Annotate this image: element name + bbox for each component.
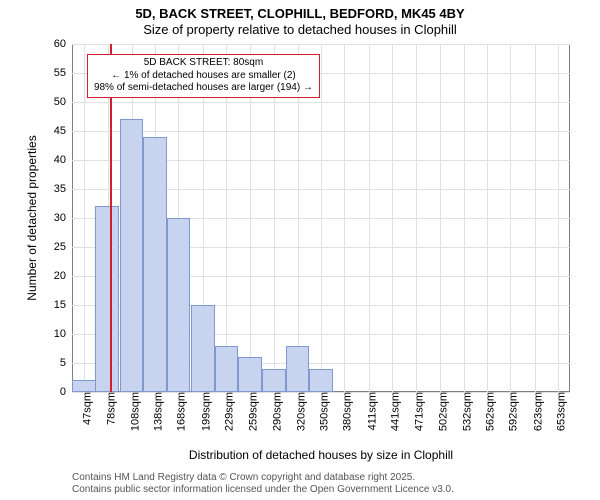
xtick-label: 502sqm <box>434 392 450 431</box>
ytick-label: 5 <box>60 357 72 369</box>
xtick-label: 350sqm <box>315 392 331 431</box>
footer-attribution: Contains HM Land Registry data © Crown c… <box>72 472 454 496</box>
xtick-label: 623sqm <box>528 392 544 431</box>
gridline-v <box>416 44 417 392</box>
xtick-label: 562sqm <box>481 392 497 431</box>
gridline-v <box>344 44 345 392</box>
histogram-bar <box>238 357 262 392</box>
ytick-label: 55 <box>54 67 72 79</box>
histogram-bar <box>286 346 310 392</box>
xtick-label: 47sqm <box>77 392 93 425</box>
gridline-v <box>535 44 536 392</box>
xtick-label: 168sqm <box>172 392 188 431</box>
histogram-bar <box>191 305 215 392</box>
ytick-label: 0 <box>60 386 72 398</box>
gridline-v <box>321 44 322 392</box>
xtick-label: 108sqm <box>125 392 141 431</box>
annotation-box: 5D BACK STREET: 80sqm← 1% of detached ho… <box>87 54 320 98</box>
xtick-label: 380sqm <box>338 392 354 431</box>
xtick-label: 138sqm <box>149 392 165 431</box>
gridline-v <box>392 44 393 392</box>
ytick-label: 35 <box>54 183 72 195</box>
histogram-bar <box>95 206 119 392</box>
annotation-line1: 5D BACK STREET: 80sqm <box>94 57 313 70</box>
y-axis-label: Number of detached properties <box>25 135 39 300</box>
histogram-bar <box>262 369 286 392</box>
xtick-label: 78sqm <box>102 392 118 425</box>
chart-title-line1: 5D, BACK STREET, CLOPHILL, BEDFORD, MK45… <box>0 6 600 21</box>
chart-title-line2: Size of property relative to detached ho… <box>0 22 600 37</box>
ytick-label: 40 <box>54 154 72 166</box>
ytick-label: 50 <box>54 96 72 108</box>
gridline-v <box>369 44 370 392</box>
chart-plot-area: 05101520253035404550556047sqm78sqm108sqm… <box>72 44 570 392</box>
xtick-label: 653sqm <box>552 392 568 431</box>
histogram-bar <box>215 346 239 392</box>
gridline-v <box>440 44 441 392</box>
gridline-v <box>84 44 85 392</box>
gridline-v <box>464 44 465 392</box>
xtick-label: 199sqm <box>196 392 212 431</box>
histogram-bar <box>120 119 144 392</box>
histogram-bar <box>167 218 191 392</box>
ytick-label: 10 <box>54 328 72 340</box>
xtick-label: 411sqm <box>362 392 378 430</box>
footer-line2: Contains public sector information licen… <box>72 484 454 496</box>
xtick-label: 441sqm <box>386 392 402 431</box>
footer-line1: Contains HM Land Registry data © Crown c… <box>72 472 454 484</box>
xtick-label: 532sqm <box>457 392 473 431</box>
xtick-label: 471sqm <box>409 392 425 431</box>
annotation-line2: ← 1% of detached houses are smaller (2) <box>94 70 313 83</box>
xtick-label: 259sqm <box>243 392 259 431</box>
xtick-label: 290sqm <box>268 392 284 431</box>
xtick-label: 320sqm <box>291 392 307 431</box>
xtick-label: 229sqm <box>220 392 236 431</box>
histogram-bar <box>143 137 167 392</box>
ytick-label: 60 <box>54 38 72 50</box>
ytick-label: 30 <box>54 212 72 224</box>
histogram-bar <box>72 380 96 392</box>
annotation-line3: 98% of semi-detached houses are larger (… <box>94 82 313 95</box>
ytick-label: 45 <box>54 125 72 137</box>
ytick-label: 20 <box>54 270 72 282</box>
histogram-bar <box>309 369 333 392</box>
gridline-v <box>510 44 511 392</box>
gridline-v <box>558 44 559 392</box>
chart-title-block: 5D, BACK STREET, CLOPHILL, BEDFORD, MK45… <box>0 0 600 37</box>
gridline-v <box>487 44 488 392</box>
x-axis-label: Distribution of detached houses by size … <box>189 448 453 462</box>
xtick-label: 592sqm <box>504 392 520 431</box>
ytick-label: 25 <box>54 241 72 253</box>
ytick-label: 15 <box>54 299 72 311</box>
